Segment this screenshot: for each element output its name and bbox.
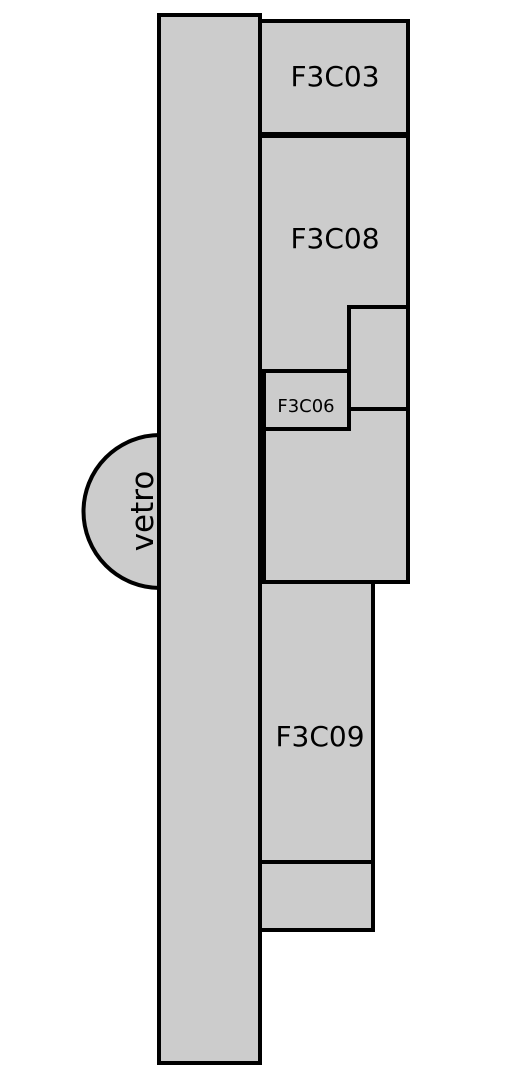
room-f3c06[interactable]	[262, 369, 351, 431]
room-f3c09-label: F3C09	[275, 720, 364, 753]
room-f3c09-annex[interactable]	[256, 860, 375, 932]
room-f3c06-label: F3C06	[277, 396, 334, 417]
room-f3c08-closet[interactable]	[347, 305, 410, 411]
corridor[interactable]	[157, 13, 262, 1065]
room-f3c03-label: F3C03	[290, 60, 379, 93]
room-f3c09[interactable]	[256, 580, 375, 864]
room-f3c08-label: F3C08	[290, 222, 379, 255]
vetro-glass-area[interactable]	[81, 432, 162, 591]
vetro-label: vetro	[125, 471, 161, 552]
